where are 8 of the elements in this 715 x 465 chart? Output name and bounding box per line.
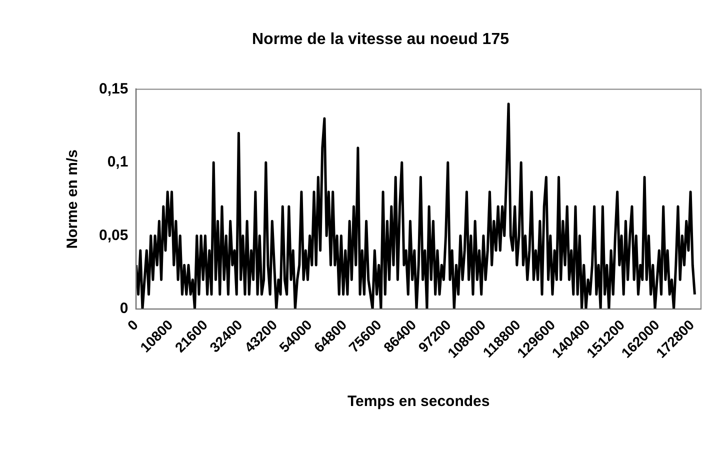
y-tick-label: 0 [120,300,128,318]
y-tick-label: 0,15 [98,80,128,98]
y-tick-label: 0,1 [107,154,128,171]
x-tick-label: 0 [124,316,142,334]
chart-title: Norme de la vitesse au noeud 175 [252,31,510,48]
x-axis-title: Temps en secondes [347,393,490,410]
y-axis-title: Norme en m/s [64,150,82,249]
y-tick-label: 0,05 [98,226,128,244]
